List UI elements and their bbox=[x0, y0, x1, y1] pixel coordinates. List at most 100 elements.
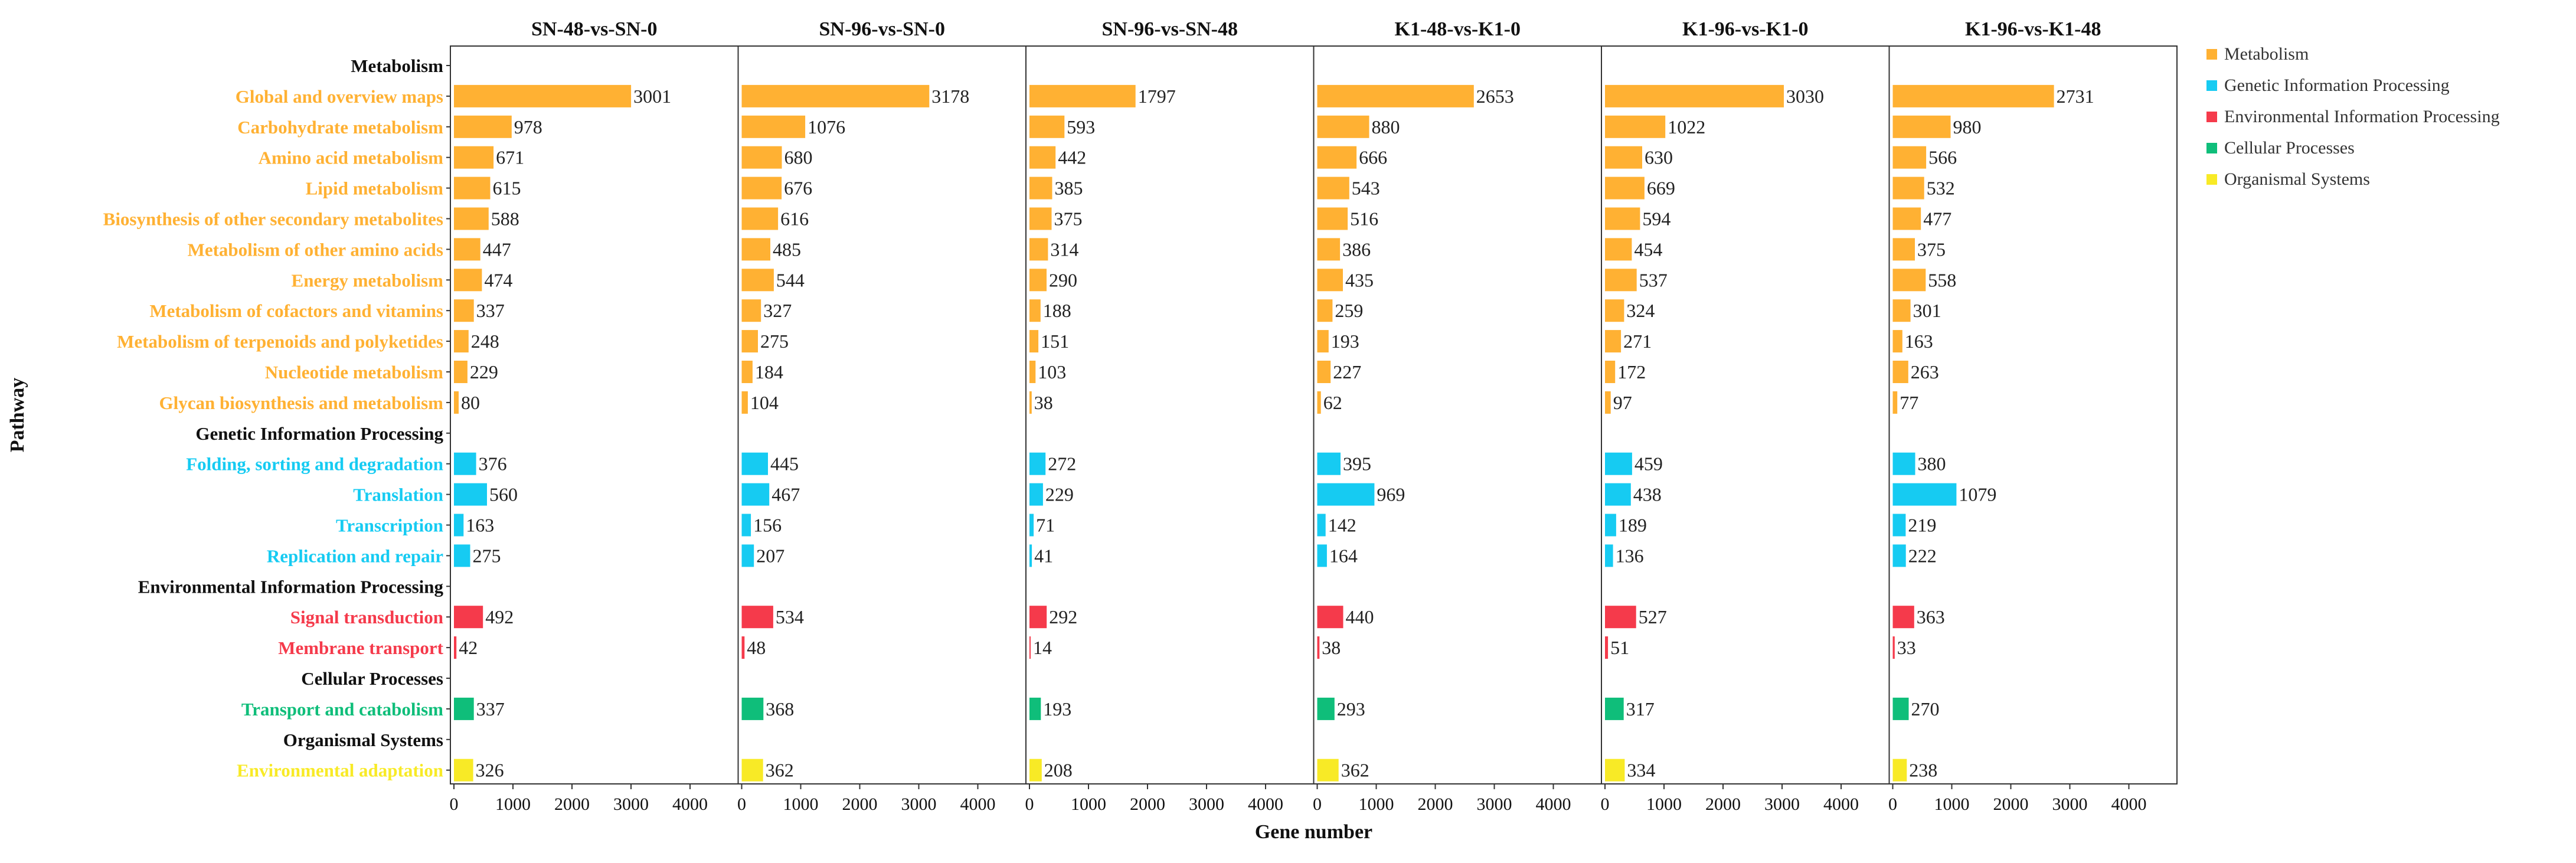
bar bbox=[1029, 452, 1046, 475]
bar bbox=[1317, 238, 1341, 261]
x-tick-label: 4000 bbox=[672, 795, 708, 814]
bar bbox=[454, 391, 459, 414]
bar bbox=[454, 269, 482, 292]
bar bbox=[454, 606, 483, 629]
x-tick-label: 1000 bbox=[1934, 795, 1970, 814]
bar-value-label: 51 bbox=[1610, 637, 1629, 658]
bar bbox=[1317, 330, 1329, 353]
bar bbox=[1317, 636, 1320, 659]
panel-title: K1-96-vs-K1-0 bbox=[1682, 18, 1808, 40]
bar bbox=[1029, 606, 1047, 629]
bar-value-label: 435 bbox=[1345, 269, 1374, 290]
bar bbox=[1892, 606, 1914, 629]
bar-value-label: 290 bbox=[1049, 269, 1077, 290]
bar-value-label: 362 bbox=[1341, 760, 1369, 781]
legend-swatch bbox=[2206, 49, 2217, 60]
category-header-label: Cellular Processes bbox=[301, 668, 443, 689]
x-tick-label: 0 bbox=[737, 795, 746, 814]
pathway-label: Environmental adaptation bbox=[237, 760, 443, 781]
bar bbox=[1317, 391, 1321, 414]
bar-value-label: 386 bbox=[1342, 238, 1371, 260]
bar-value-label: 219 bbox=[1908, 515, 1936, 536]
legend-swatch bbox=[2206, 112, 2217, 122]
bar-value-label: 3030 bbox=[1786, 86, 1824, 107]
bar bbox=[1317, 544, 1327, 567]
bar-value-label: 368 bbox=[766, 698, 794, 720]
bar bbox=[1029, 483, 1043, 506]
bar bbox=[1317, 269, 1343, 292]
pathway-label: Folding, sorting and degradation bbox=[186, 454, 443, 475]
pathway-label: Signal transduction bbox=[290, 607, 443, 627]
plot-frame bbox=[450, 45, 2178, 784]
bar-value-label: 380 bbox=[1918, 453, 1946, 475]
bar-value-label: 77 bbox=[1900, 392, 1918, 413]
bar bbox=[454, 176, 491, 200]
bar bbox=[1317, 361, 1331, 383]
bar-value-label: 97 bbox=[1613, 392, 1632, 413]
bar bbox=[741, 146, 782, 169]
bar bbox=[1317, 176, 1349, 200]
bar-value-label: 566 bbox=[1928, 147, 1957, 168]
legend-label: Cellular Processes bbox=[2224, 138, 2355, 158]
bar-value-label: 1797 bbox=[1138, 86, 1176, 107]
bar-value-label: 969 bbox=[1377, 484, 1405, 505]
pathway-label: Membrane transport bbox=[278, 638, 443, 658]
bar bbox=[1892, 269, 1926, 292]
bar-value-label: 33 bbox=[1897, 637, 1916, 658]
x-tick-label: 3000 bbox=[901, 795, 937, 814]
bar bbox=[454, 452, 476, 475]
bar bbox=[1317, 207, 1348, 230]
bar-value-label: 259 bbox=[1335, 300, 1363, 321]
pathway-label: Lipid metabolism bbox=[306, 178, 444, 199]
panel-title: SN-48-vs-SN-0 bbox=[531, 18, 657, 40]
bar bbox=[1317, 697, 1335, 720]
bar bbox=[454, 544, 470, 567]
bar-value-label: 14 bbox=[1033, 637, 1052, 658]
bar bbox=[1605, 452, 1632, 475]
bar bbox=[1029, 361, 1036, 383]
bar bbox=[741, 238, 770, 261]
bar bbox=[1605, 759, 1625, 782]
bar bbox=[454, 146, 494, 169]
bar bbox=[741, 330, 758, 353]
bar bbox=[1029, 146, 1056, 169]
bar-value-label: 630 bbox=[1645, 147, 1673, 168]
bar-value-label: 532 bbox=[1927, 178, 1955, 199]
bar bbox=[1029, 697, 1041, 720]
bar-value-label: 477 bbox=[1923, 208, 1951, 230]
panel-title: K1-48-vs-K1-0 bbox=[1395, 18, 1521, 40]
pathway-label: Global and overview maps bbox=[236, 86, 443, 107]
bar-value-label: 80 bbox=[461, 392, 480, 413]
y-axis-title: Pathway bbox=[6, 378, 28, 453]
pathway-label: Amino acid metabolism bbox=[259, 148, 444, 168]
bar-value-label: 447 bbox=[483, 238, 511, 260]
bar bbox=[454, 636, 457, 659]
bar-value-label: 588 bbox=[491, 208, 519, 230]
bar-value-label: 263 bbox=[1911, 361, 1939, 383]
bar bbox=[1317, 514, 1326, 537]
bar-value-label: 337 bbox=[476, 300, 505, 321]
bar-value-label: 615 bbox=[493, 178, 521, 199]
bar-value-label: 3178 bbox=[931, 86, 969, 107]
bar-value-label: 326 bbox=[476, 760, 504, 781]
bar-value-label: 880 bbox=[1372, 116, 1400, 138]
bar bbox=[1892, 330, 1902, 353]
legend-swatch bbox=[2206, 174, 2217, 185]
bar bbox=[1317, 146, 1357, 169]
bar bbox=[1605, 330, 1622, 353]
bar bbox=[1605, 115, 1666, 138]
bar-value-label: 978 bbox=[514, 116, 542, 138]
x-tick-label: 0 bbox=[1888, 795, 1897, 814]
bar-value-label: 3001 bbox=[633, 86, 671, 107]
x-tick-label: 4000 bbox=[1536, 795, 1571, 814]
bar bbox=[1605, 697, 1624, 720]
x-tick-label: 1000 bbox=[495, 795, 531, 814]
bar-value-label: 534 bbox=[776, 606, 804, 627]
bar-value-label: 676 bbox=[784, 178, 812, 199]
x-tick-label: 4000 bbox=[1823, 795, 1859, 814]
bar bbox=[1605, 606, 1636, 629]
pathway-label: Energy metabolism bbox=[292, 270, 444, 290]
bar bbox=[1317, 84, 1474, 107]
bar-value-label: 151 bbox=[1041, 331, 1069, 352]
bar bbox=[741, 269, 774, 292]
